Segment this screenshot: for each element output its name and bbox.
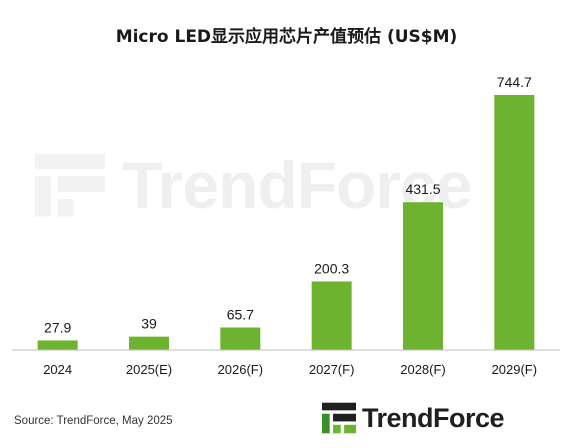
bar-2027(F)	[311, 281, 352, 350]
bar-2024	[37, 340, 78, 350]
x-tick-label: 2024	[43, 362, 72, 377]
data-label: 65.7	[227, 307, 254, 323]
x-tick-label: 2029(F)	[492, 362, 538, 377]
source-note: Source: TrendForce, May 2025	[14, 415, 173, 427]
data-label: 200.3	[314, 260, 349, 276]
bar-2026(F)	[220, 327, 261, 350]
data-label: 39	[141, 316, 157, 332]
data-label: 27.9	[44, 319, 71, 335]
x-tick-label: 2026(F)	[218, 362, 264, 377]
chart-title: Micro LED显示应用芯片产值预估 (US$M)	[115, 27, 458, 47]
bar-2025(E)	[129, 336, 169, 350]
bar-2029(F)	[494, 95, 535, 350]
trendforce-logo-icon	[322, 402, 356, 434]
x-tick-label: 2025(E)	[126, 362, 172, 377]
bar-2028(F)	[403, 202, 443, 350]
x-tick-label: 2027(F)	[309, 362, 355, 377]
trendforce-logo: TrendForce	[322, 398, 505, 438]
data-label: 744.7	[497, 74, 532, 90]
x-tick-label: 2028(F)	[400, 362, 446, 377]
data-label: 431.5	[405, 181, 440, 197]
logo-text: TrendForce	[362, 402, 505, 433]
